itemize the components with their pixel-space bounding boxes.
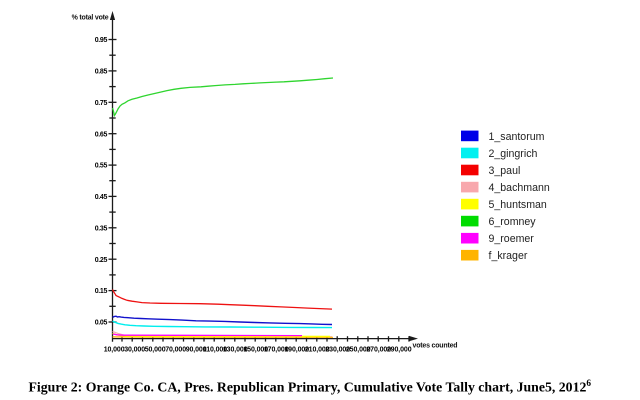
svg-text:270,000: 270,000 (366, 347, 391, 354)
svg-text:3_paul: 3_paul (489, 165, 521, 177)
svg-text:0.05: 0.05 (95, 320, 108, 327)
svg-text:290,000: 290,000 (387, 347, 412, 354)
svg-text:30,000: 30,000 (124, 347, 145, 354)
svg-text:0.75: 0.75 (95, 100, 108, 107)
svg-text:0.35: 0.35 (95, 225, 108, 232)
svg-text:110,000: 110,000 (203, 347, 227, 354)
svg-text:0.55: 0.55 (95, 163, 108, 170)
svg-text:2_gingrich: 2_gingrich (489, 148, 538, 160)
svg-text:% total vote: % total vote (72, 15, 109, 22)
svg-text:0.65: 0.65 (95, 131, 108, 138)
svg-text:150,000: 150,000 (243, 347, 268, 354)
svg-text:50,000: 50,000 (145, 347, 166, 354)
svg-text:10,000: 10,000 (104, 347, 125, 354)
svg-text:170,000: 170,000 (264, 347, 289, 354)
svg-text:190,000: 190,000 (284, 347, 309, 354)
svg-text:90,000: 90,000 (186, 347, 207, 354)
svg-text:0.95: 0.95 (95, 37, 108, 44)
svg-text:70,000: 70,000 (165, 347, 186, 354)
svg-text:0.15: 0.15 (95, 288, 108, 295)
svg-text:9_roemer: 9_roemer (489, 233, 535, 245)
svg-text:1_santorum: 1_santorum (489, 131, 545, 143)
svg-text:0.45: 0.45 (95, 194, 108, 201)
svg-text:f_krager: f_krager (489, 250, 528, 262)
svg-text:130,000: 130,000 (223, 347, 248, 354)
svg-text:250,000: 250,000 (346, 347, 371, 354)
svg-text:5_huntsman: 5_huntsman (489, 199, 547, 211)
svg-text:4_bachmann: 4_bachmann (489, 182, 550, 194)
svg-text:6_romney: 6_romney (489, 216, 537, 228)
svg-text:0.25: 0.25 (95, 257, 108, 264)
svg-text:210,000: 210,000 (305, 347, 330, 354)
svg-text:230,000: 230,000 (325, 347, 350, 354)
svg-text:votes counted: votes counted (413, 343, 458, 350)
svg-text:0.85: 0.85 (95, 69, 108, 76)
